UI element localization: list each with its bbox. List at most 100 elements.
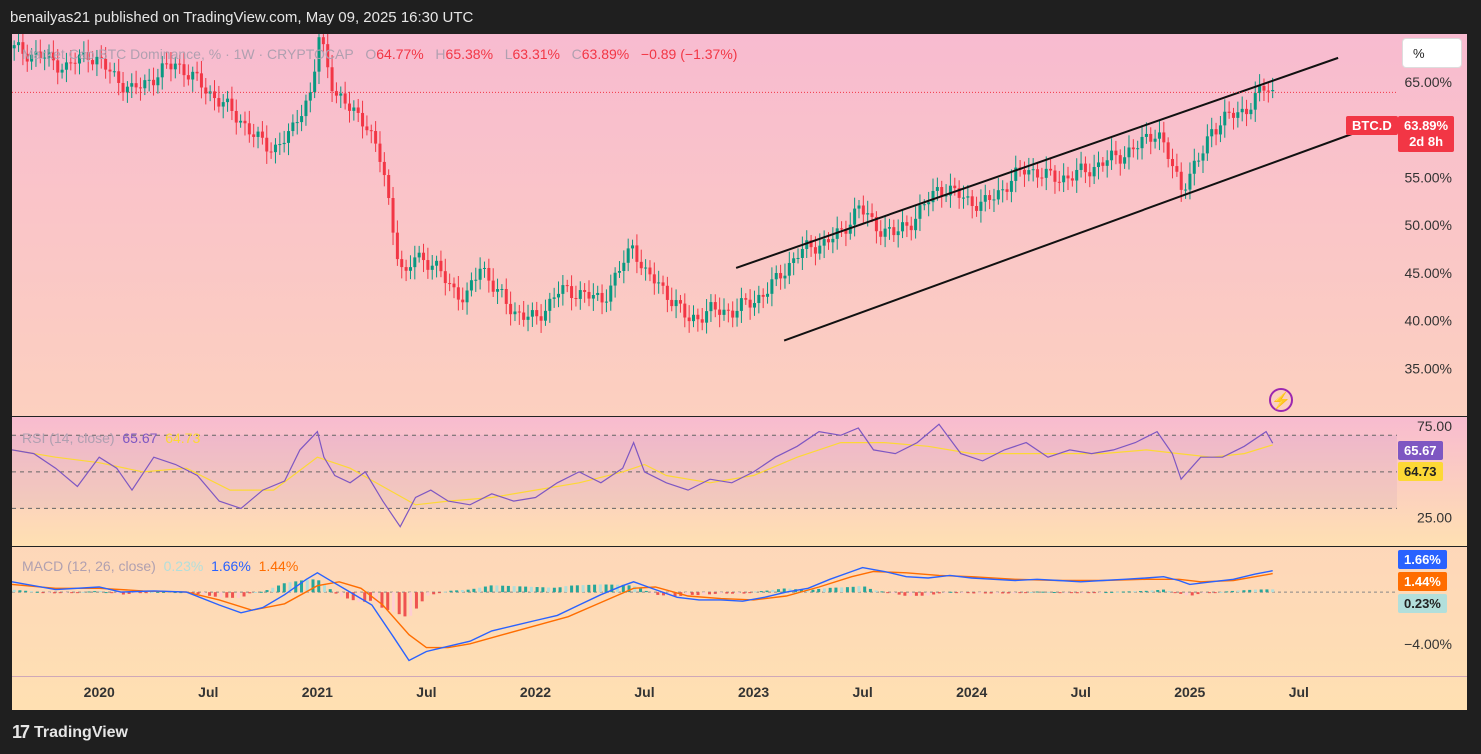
rsi-legend: RSI (14, close) 65.67 64.73 (22, 430, 200, 446)
macd-histogram-bar (345, 592, 349, 599)
macd-histogram-bar (41, 592, 45, 594)
candle-body (692, 314, 696, 322)
candle-body (1110, 150, 1114, 161)
x-tick-9: Jul (1071, 684, 1091, 700)
macd-histogram-bar (650, 592, 654, 594)
tradingview-logo-icon: 17 (12, 722, 30, 742)
candle-body (700, 319, 704, 323)
candle-body (1223, 111, 1227, 126)
low-value: 63.31% (512, 46, 560, 62)
candle-body (138, 87, 142, 89)
macd-histogram-bar (776, 589, 780, 593)
lightning-icon[interactable]: ⚡ (1269, 388, 1293, 412)
candle-body (374, 130, 378, 144)
channel-lower-line (783, 128, 1365, 342)
macd-histogram-bar (1161, 589, 1165, 593)
candle-body (857, 205, 861, 209)
candle-body (1184, 189, 1188, 191)
candle-body (12, 45, 16, 49)
macd-histogram-bar (1219, 591, 1223, 593)
candle-body (792, 258, 796, 263)
macd-histogram-bar (1253, 589, 1257, 593)
candle-body (391, 198, 395, 233)
macd-histogram-bar (529, 586, 533, 593)
macd-histogram-bar (403, 592, 407, 617)
macd-histogram-bar (552, 587, 556, 593)
macd-histogram-bar (1035, 591, 1039, 593)
candle-body (787, 262, 791, 276)
candle-body (1262, 86, 1266, 91)
candle-body (491, 280, 495, 292)
macd-histogram-bar (386, 592, 390, 610)
candle-body (735, 310, 739, 318)
candle-body (883, 228, 887, 237)
candle-body (665, 285, 669, 300)
candle-body (69, 62, 73, 64)
macd-y-tick-0: −4.00% (1404, 636, 1452, 652)
candle-body (570, 286, 574, 299)
candle-body (1157, 132, 1161, 139)
candle-body (1075, 169, 1079, 181)
macd-histogram-bar (202, 592, 206, 595)
percent-scale-button[interactable]: % (1402, 38, 1462, 68)
candle-body (125, 86, 129, 93)
candle-body (844, 229, 848, 234)
macd-histogram-bar (1070, 592, 1074, 594)
candle-body (430, 265, 434, 270)
macd-histogram-bar (581, 585, 585, 593)
candle-body (1205, 136, 1209, 154)
macd-histogram-bar (455, 590, 459, 593)
candle-body (992, 199, 996, 201)
candle-body (234, 110, 238, 123)
candle-body (1005, 189, 1009, 192)
candle-body (1249, 109, 1253, 115)
candle-body (265, 137, 269, 152)
macd-histogram-bar (58, 592, 62, 594)
macd-histogram-bar (1184, 592, 1188, 596)
candle-body (517, 311, 521, 313)
candle-body (504, 288, 508, 304)
main-y-tick-0: 35.00% (1405, 360, 1452, 376)
candle-body (774, 273, 778, 280)
candle-body (1140, 136, 1144, 149)
candle-body (43, 57, 47, 59)
candle-body (1044, 168, 1048, 178)
candle-body (1096, 162, 1100, 168)
macd-histogram-bar (880, 591, 884, 593)
macd-histogram-bar (673, 592, 677, 597)
candle-body (1053, 170, 1057, 182)
candle-body (1027, 170, 1031, 175)
candle-body (957, 188, 961, 198)
macd-histogram-bar (501, 585, 505, 593)
macd-histogram-bar (1006, 592, 1010, 594)
candle-body (892, 227, 896, 236)
candle-body (365, 126, 369, 131)
chart-frame[interactable]: 35.00%40.00%45.00%50.00%55.00%60.00%65.0… (12, 34, 1467, 710)
candle-body (378, 143, 382, 162)
candle-body (574, 298, 578, 300)
candle-body (1062, 175, 1066, 183)
macd-histogram-bar (989, 592, 993, 594)
candle-body (1101, 162, 1105, 166)
macd-histogram-bar (196, 592, 200, 594)
candle-body (617, 271, 621, 273)
macd-histogram-bar (409, 592, 413, 616)
candle-body (1231, 112, 1235, 118)
macd-histogram-bar (828, 587, 832, 593)
macd-histogram-bar (231, 592, 235, 598)
candle-body (779, 273, 783, 279)
candle-body (1236, 112, 1240, 118)
candle-body (901, 222, 905, 232)
candle-body (918, 205, 922, 219)
candle-body (356, 107, 360, 113)
macd-histogram-bar (121, 592, 125, 595)
macd-histogram-bar (277, 585, 281, 593)
candle-body (709, 302, 713, 312)
candle-body (983, 195, 987, 202)
candle-body (448, 283, 452, 285)
chart-svg[interactable]: 35.00%40.00%45.00%50.00%55.00%60.00%65.0… (12, 34, 1467, 710)
candle-body (1136, 148, 1140, 150)
macd-histogram-bar (1202, 592, 1206, 594)
candle-body (51, 52, 55, 61)
candle-body (278, 144, 282, 146)
